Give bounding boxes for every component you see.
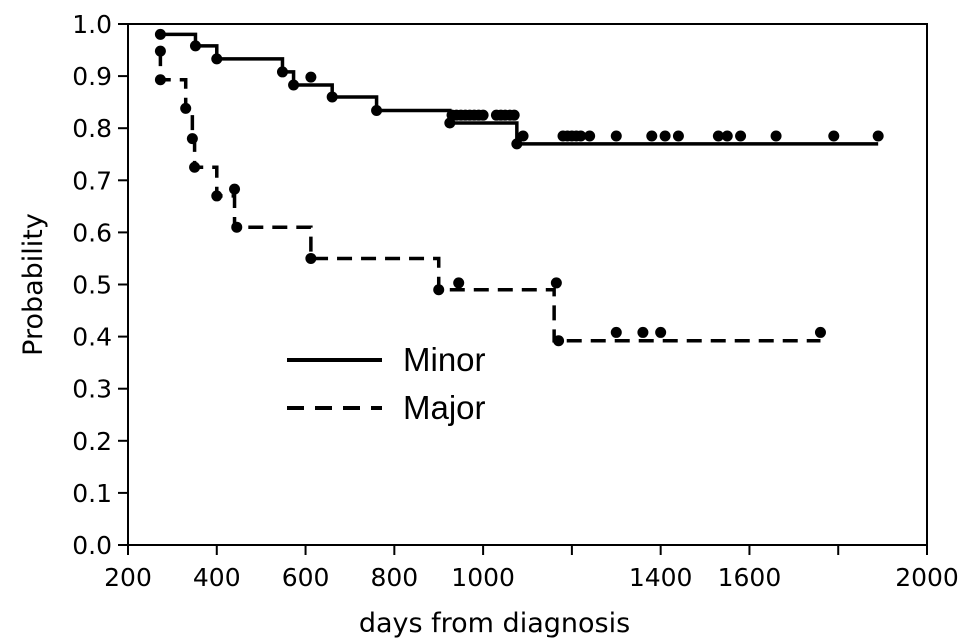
plot-frame <box>127 23 928 546</box>
censor-point-minor <box>305 71 317 83</box>
y-tick-label: 0.5 <box>72 271 112 300</box>
censor-point-major <box>814 326 826 338</box>
y-tick-label: 0.8 <box>72 114 112 143</box>
censor-point-minor <box>517 130 529 142</box>
censor-point-major <box>180 102 192 114</box>
censor-point-minor <box>735 130 747 142</box>
censor-point-minor <box>288 79 300 91</box>
censor-point-minor <box>872 130 884 142</box>
x-tick-label: 400 <box>193 563 241 592</box>
censor-point-minor <box>211 53 223 65</box>
censor-point-major <box>637 326 649 338</box>
x-tick-label: 600 <box>282 563 330 592</box>
x-tick-label: 800 <box>370 563 418 592</box>
plot-area <box>154 28 884 347</box>
x-tick-label: 1600 <box>718 563 782 592</box>
censor-point-major <box>453 277 465 289</box>
x-axis-title: days from diagnosis <box>359 608 630 639</box>
censor-point-major <box>154 45 166 57</box>
x-tick-label: 200 <box>104 563 152 592</box>
censor-point-major <box>610 326 622 338</box>
censor-point-minor <box>154 28 166 40</box>
censor-point-minor <box>610 130 622 142</box>
legend-label-minor: Minor <box>403 341 486 378</box>
censor-point-major <box>655 326 667 338</box>
series-minor <box>154 28 884 150</box>
y-tick-label: 0.6 <box>72 218 112 247</box>
censor-point-minor <box>508 109 520 121</box>
x-tick-label: 2000 <box>895 563 959 592</box>
censor-point-major <box>553 335 565 347</box>
censor-point-minor <box>477 109 489 121</box>
censor-point-minor <box>712 130 724 142</box>
y-axis-title: Probability <box>18 213 49 356</box>
censor-point-minor <box>659 130 671 142</box>
y-tick-label: 0.7 <box>72 166 112 195</box>
y-tick-label: 0.4 <box>72 323 112 352</box>
censor-point-major <box>433 284 445 296</box>
censor-point-minor <box>371 104 383 116</box>
y-tick-label: 0.0 <box>72 531 112 560</box>
censor-point-minor <box>326 91 338 103</box>
x-tick-label: 1400 <box>629 563 693 592</box>
legend: Minor Major <box>287 341 486 426</box>
y-tick-label: 1.0 <box>72 10 112 39</box>
y-tick-label: 0.9 <box>72 62 112 91</box>
legend-label-major: Major <box>403 389 486 426</box>
censor-point-major <box>550 277 562 289</box>
censor-point-minor <box>672 130 684 142</box>
series-line-minor <box>160 32 879 146</box>
axes: 0.0 0.1 0.2 0.3 0.4 0.5 0.6 0.7 0.8 0.9 1.0 200 400 6… <box>18 10 959 639</box>
censor-point-minor <box>511 138 523 150</box>
censor-point-minor <box>721 130 733 142</box>
censor-point-minor <box>189 40 201 52</box>
x-tick-label: 1000 <box>451 563 515 592</box>
censor-point-major <box>154 74 166 86</box>
y-tick-label: 0.2 <box>72 427 112 456</box>
y-tick-label: 0.3 <box>72 375 112 404</box>
censor-point-major <box>189 161 201 173</box>
censor-point-major <box>231 221 243 233</box>
censor-point-minor <box>646 130 658 142</box>
censor-point-major <box>229 183 241 195</box>
y-tick-label: 0.1 <box>72 479 112 508</box>
censor-point-minor <box>828 130 840 142</box>
censor-point-minor <box>575 130 587 142</box>
censor-point-major <box>186 133 198 145</box>
censor-point-major <box>211 190 223 202</box>
censor-point-minor <box>276 66 288 78</box>
series-line-major <box>158 51 821 343</box>
censor-point-minor <box>584 130 596 142</box>
censor-point-minor <box>770 130 782 142</box>
censor-point-major <box>305 252 317 264</box>
series-major <box>154 45 826 347</box>
